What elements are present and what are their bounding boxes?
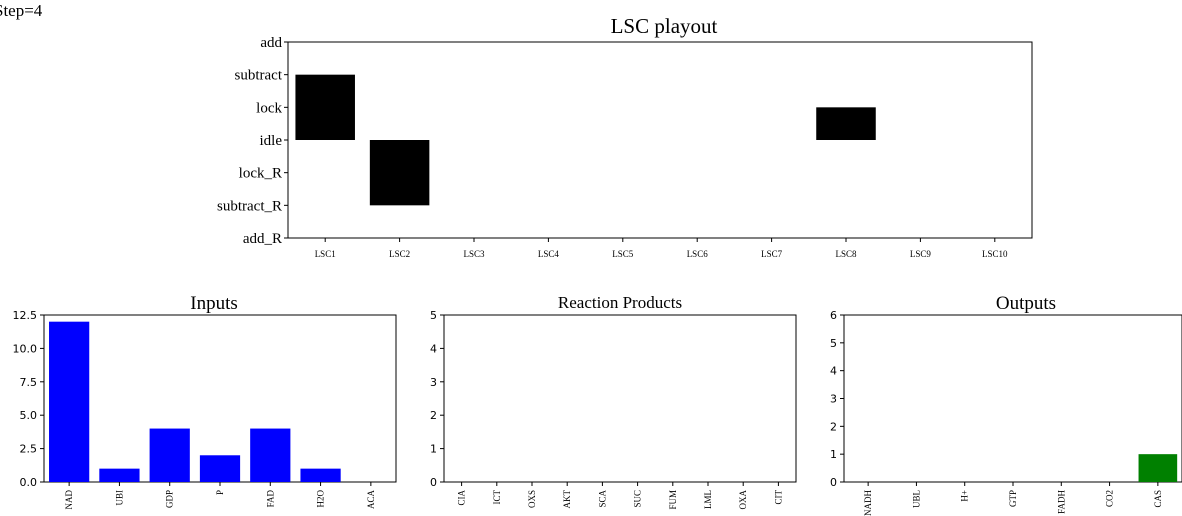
reaction-ytick-label: 5 — [430, 309, 437, 322]
inputs-bar — [149, 428, 190, 482]
playout-xtick-label: LSC6 — [687, 249, 709, 259]
inputs-ytick-label: 10.0 — [13, 342, 38, 355]
inputs-bar — [49, 321, 90, 482]
lsc-playout-chart: LSC playout add subtract lock idle lock_Rsub… — [217, 14, 1033, 259]
reaction-products-chart: Reaction Products 0 1 2 3 4 5 CIA ICT OXS AKT SCA S… — [430, 293, 797, 510]
inputs-ytick-label: 2.5 — [20, 443, 38, 456]
inputs-ytick-label: 7.5 — [20, 376, 38, 389]
playout-ytick-label: lock — [256, 100, 282, 116]
inputs-ytick-label: 12.5 — [13, 309, 38, 322]
outputs-ytick-label: 3 — [830, 393, 837, 406]
inputs-bar — [250, 428, 291, 482]
playout-cell — [295, 74, 355, 140]
reaction-xtick-label: ICT — [492, 490, 502, 505]
step-label: Step=4 — [0, 1, 43, 20]
playout-xtick-label: LSC7 — [761, 249, 783, 259]
playout-xtick-label: LSC1 — [315, 249, 336, 259]
reaction-xtick-label: SUC — [633, 490, 643, 508]
reaction-frame — [443, 314, 797, 483]
playout-xtick-label: LSC4 — [538, 249, 560, 259]
playout-xtick-label: LSC3 — [463, 249, 485, 259]
inputs-xtick-label: GDP — [165, 490, 175, 508]
playout-ytick-label: add — [260, 35, 282, 51]
outputs-xtick-label: FADH — [1056, 490, 1066, 514]
inputs-bar — [99, 468, 140, 482]
playout-xtick-label: LSC2 — [389, 249, 410, 259]
reaction-ytick-label: 1 — [430, 443, 437, 456]
playout-cell — [369, 140, 430, 206]
reaction-xtick-label: AKT — [562, 490, 572, 509]
outputs-frame — [843, 314, 1182, 483]
reaction-xtick-label: CIA — [457, 490, 467, 506]
outputs-ytick-label: 5 — [830, 337, 837, 350]
outputs-xtick-label: GTP — [1008, 490, 1018, 507]
inputs-bar — [300, 468, 341, 482]
playout-ytick-label: subtract_R — [217, 198, 282, 214]
outputs-ytick-label: 1 — [830, 448, 837, 461]
inputs-xtick-label: ACA — [366, 490, 376, 510]
reaction-xtick-label: LML — [703, 490, 713, 509]
inputs-xtick-label: P — [215, 490, 225, 495]
outputs-xtick-label: NADH — [863, 490, 873, 516]
inputs-xtick-label: NAD — [64, 490, 74, 510]
outputs-title: Outputs — [996, 293, 1056, 314]
inputs-xtick-label: UBI — [114, 490, 124, 506]
reaction-xtick-label: CIT — [773, 490, 783, 505]
playout-ytick-label: subtract — [235, 68, 283, 84]
outputs-ytick-label: 0 — [830, 476, 837, 489]
reaction-xtick-label: OXA — [738, 490, 748, 510]
outputs-xtick-label: CO2 — [1105, 490, 1115, 507]
playout-ytick-label: lock_R — [239, 166, 282, 182]
playout-ytick-label: idle — [260, 133, 283, 149]
reaction-xtick-label: FUM — [668, 490, 678, 510]
inputs-ytick-label: 5.0 — [20, 409, 38, 422]
playout-cell — [816, 107, 876, 140]
outputs-xtick-label: H+ — [960, 490, 970, 502]
inputs-bar — [199, 455, 241, 482]
inputs-ytick-label: 0.0 — [20, 476, 38, 489]
outputs-ytick-label: 2 — [830, 420, 837, 433]
inputs-xtick-label: H2O — [316, 490, 326, 508]
outputs-xtick-label: CAS — [1153, 490, 1163, 508]
reaction-xtick-label: SCA — [597, 490, 607, 508]
reaction-xtick-label: OXS — [527, 490, 537, 508]
reaction-ytick-label: 2 — [430, 409, 437, 422]
playout-xtick-label: LSC5 — [612, 249, 634, 259]
inputs-xtick-label: FAD — [265, 490, 275, 508]
playout-ytick-label: add_R — [243, 231, 282, 247]
outputs-ytick-label: 6 — [830, 309, 837, 322]
playout-xtick-label: LSC9 — [910, 249, 932, 259]
reaction-ytick-label: 3 — [430, 376, 437, 389]
outputs-bar — [1138, 454, 1178, 482]
reaction-title: Reaction Products — [558, 293, 682, 312]
inputs-title: Inputs — [190, 293, 238, 314]
outputs-ytick-label: 4 — [830, 365, 837, 378]
playout-xtick-label: LSC10 — [982, 249, 1008, 259]
playout-xtick-label: LSC8 — [835, 249, 857, 259]
outputs-chart: Outputs 0 1 2 3 4 5 6 NADH UBL H+ GTP FADH CO2 CAS — [830, 293, 1182, 516]
outputs-xtick-label: UBL — [911, 490, 921, 508]
inputs-chart: Inputs 0.0 2.5 5.0 7.5 10.0 12.5 NAD UBI GDP P FAD… — [13, 293, 397, 510]
playout-title: LSC playout — [611, 14, 718, 38]
reaction-ytick-label: 4 — [430, 342, 437, 355]
reaction-ytick-label: 0 — [430, 476, 437, 489]
